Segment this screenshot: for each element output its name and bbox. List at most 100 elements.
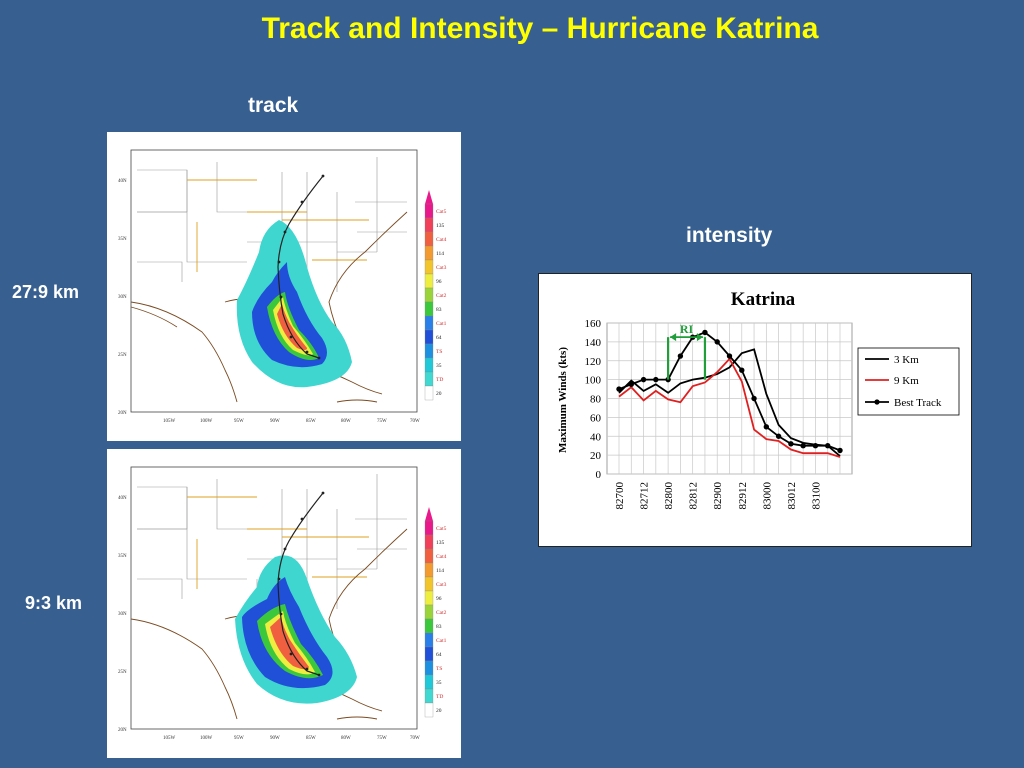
scale-swatch xyxy=(424,301,434,317)
scale-swatch xyxy=(424,618,434,634)
map-svg: 40N 35N 30N 25N 20N 105W 100W 95W 90W 85… xyxy=(118,466,447,741)
lat-label: 40N xyxy=(118,179,127,184)
scale-swatch xyxy=(424,329,434,345)
lon-label: 100W xyxy=(200,419,213,424)
chart-title: Katrina xyxy=(731,289,796,310)
scale-swatch xyxy=(424,287,434,303)
ri-label: RI xyxy=(680,322,694,336)
scale-swatch xyxy=(424,562,434,578)
series-point xyxy=(653,376,659,383)
legend-marker-best-track xyxy=(874,399,880,405)
scale-swatch xyxy=(424,343,434,359)
scale-swatch xyxy=(424,548,434,564)
scale-label: TS xyxy=(436,666,442,672)
scale-swatch xyxy=(424,646,434,662)
map-svg: 40N 35N 30N 25N 20N 105W 100W 95W 90W 85… xyxy=(118,149,447,424)
scale-label: Cat5 xyxy=(436,526,447,532)
x-tick-label: 82912 xyxy=(737,482,749,510)
scale-swatch xyxy=(424,357,434,373)
scale-label: 114 xyxy=(436,251,444,257)
series-point xyxy=(739,367,745,373)
scale-tip xyxy=(425,507,433,521)
x-tick-label: 83100 xyxy=(810,482,822,510)
lon-label: 95W xyxy=(234,736,244,741)
scale-label: TD xyxy=(436,694,443,700)
scale-swatch xyxy=(424,604,434,620)
scale-label: 135 xyxy=(436,223,445,229)
ri-arrowhead-left xyxy=(670,333,677,342)
lon-label: 90W xyxy=(270,419,280,424)
scale-swatch xyxy=(424,385,434,401)
scale-swatch xyxy=(424,231,434,247)
intensity-chart-svg: Katrina Maximum Winds (kts) 0 20 40 60 80 100… xyxy=(557,289,960,510)
lat-label: 25N xyxy=(118,353,127,358)
map-geography xyxy=(131,157,408,403)
track-label: track xyxy=(248,94,299,117)
scale-swatch xyxy=(424,259,434,275)
series-point xyxy=(825,442,831,449)
scale-label: 83 xyxy=(436,307,442,313)
scale-label: Cat2 xyxy=(436,293,447,299)
series-point xyxy=(800,442,806,449)
series-point xyxy=(763,424,770,430)
scale-label: Cat1 xyxy=(436,321,447,327)
series-point xyxy=(628,381,634,388)
ri-arrowhead-right xyxy=(696,333,703,342)
lon-label: 85W xyxy=(306,736,316,741)
lon-label: 80W xyxy=(341,736,351,741)
scale-label: TS xyxy=(436,349,442,355)
legend-label-3km: 3 Km xyxy=(894,354,919,366)
lon-label: 95W xyxy=(234,419,244,424)
lon-label: 85W xyxy=(306,419,316,424)
scale-swatch xyxy=(424,371,434,387)
intensity-color-scale: Cat5 135 Cat4 114 Cat3 96 Cat2 83 Cat1 64 TS 35 TD 20 xyxy=(424,507,447,718)
scale-swatch xyxy=(424,660,434,676)
series-point xyxy=(837,447,843,454)
scale-label: 35 xyxy=(436,680,442,686)
map-geography xyxy=(131,474,408,720)
series-point xyxy=(751,395,757,402)
scale-swatch xyxy=(424,534,434,550)
row-label-9-3km: 9:3 km xyxy=(25,593,83,613)
series-line-9-km xyxy=(618,357,841,458)
scale-swatch xyxy=(424,688,434,704)
scale-swatch xyxy=(424,217,434,233)
series-point xyxy=(677,353,684,359)
wind-swath xyxy=(236,220,352,388)
ri-annotation: RI xyxy=(667,322,707,380)
lon-label: 75W xyxy=(377,419,387,424)
y-tick-label: 100 xyxy=(585,375,602,387)
series-point xyxy=(788,441,794,447)
intensity-color-scale: Cat5 135 Cat4 114 Cat3 96 Cat2 83 Cat1 64 TS 35 TD 20 xyxy=(424,190,447,401)
x-tick-label: 83000 xyxy=(761,482,773,510)
scale-label: Cat4 xyxy=(436,237,447,243)
lon-label: 70W xyxy=(410,736,420,741)
x-tick-label: 82812 xyxy=(688,482,700,510)
x-tick-label: 83012 xyxy=(786,482,798,510)
scale-swatch xyxy=(424,632,434,648)
scale-label: TD xyxy=(436,377,443,383)
scale-swatch xyxy=(424,674,434,690)
y-tick-label: 160 xyxy=(585,318,602,330)
scale-swatch xyxy=(424,702,434,718)
lat-label: 40N xyxy=(118,496,127,501)
lat-label: 20N xyxy=(118,411,127,416)
lon-label: 105W xyxy=(163,736,176,741)
lat-label: 25N xyxy=(118,670,127,675)
scale-label: Cat3 xyxy=(436,582,447,588)
lon-label: 90W xyxy=(270,736,280,741)
series-line-3-km xyxy=(618,348,841,457)
scale-label: 20 xyxy=(436,708,442,714)
track-map-27-9km: 40N 35N 30N 25N 20N 105W 100W 95W 90W 85… xyxy=(107,132,461,441)
legend-label-best-track: Best Track xyxy=(894,397,942,409)
intensity-label: intensity xyxy=(686,224,773,247)
lat-label: 35N xyxy=(118,237,127,242)
scale-label: 96 xyxy=(436,596,442,602)
y-tick-label: 60 xyxy=(590,412,602,424)
y-axis-label: Maximum Winds (kts) xyxy=(557,347,569,453)
lon-label: 75W xyxy=(377,736,387,741)
track-map-9-3km: 40N 35N 30N 25N 20N 105W 100W 95W 90W 85… xyxy=(107,449,461,758)
scale-swatch xyxy=(424,245,434,261)
series-point xyxy=(812,442,819,449)
lat-label: 20N xyxy=(118,728,127,733)
